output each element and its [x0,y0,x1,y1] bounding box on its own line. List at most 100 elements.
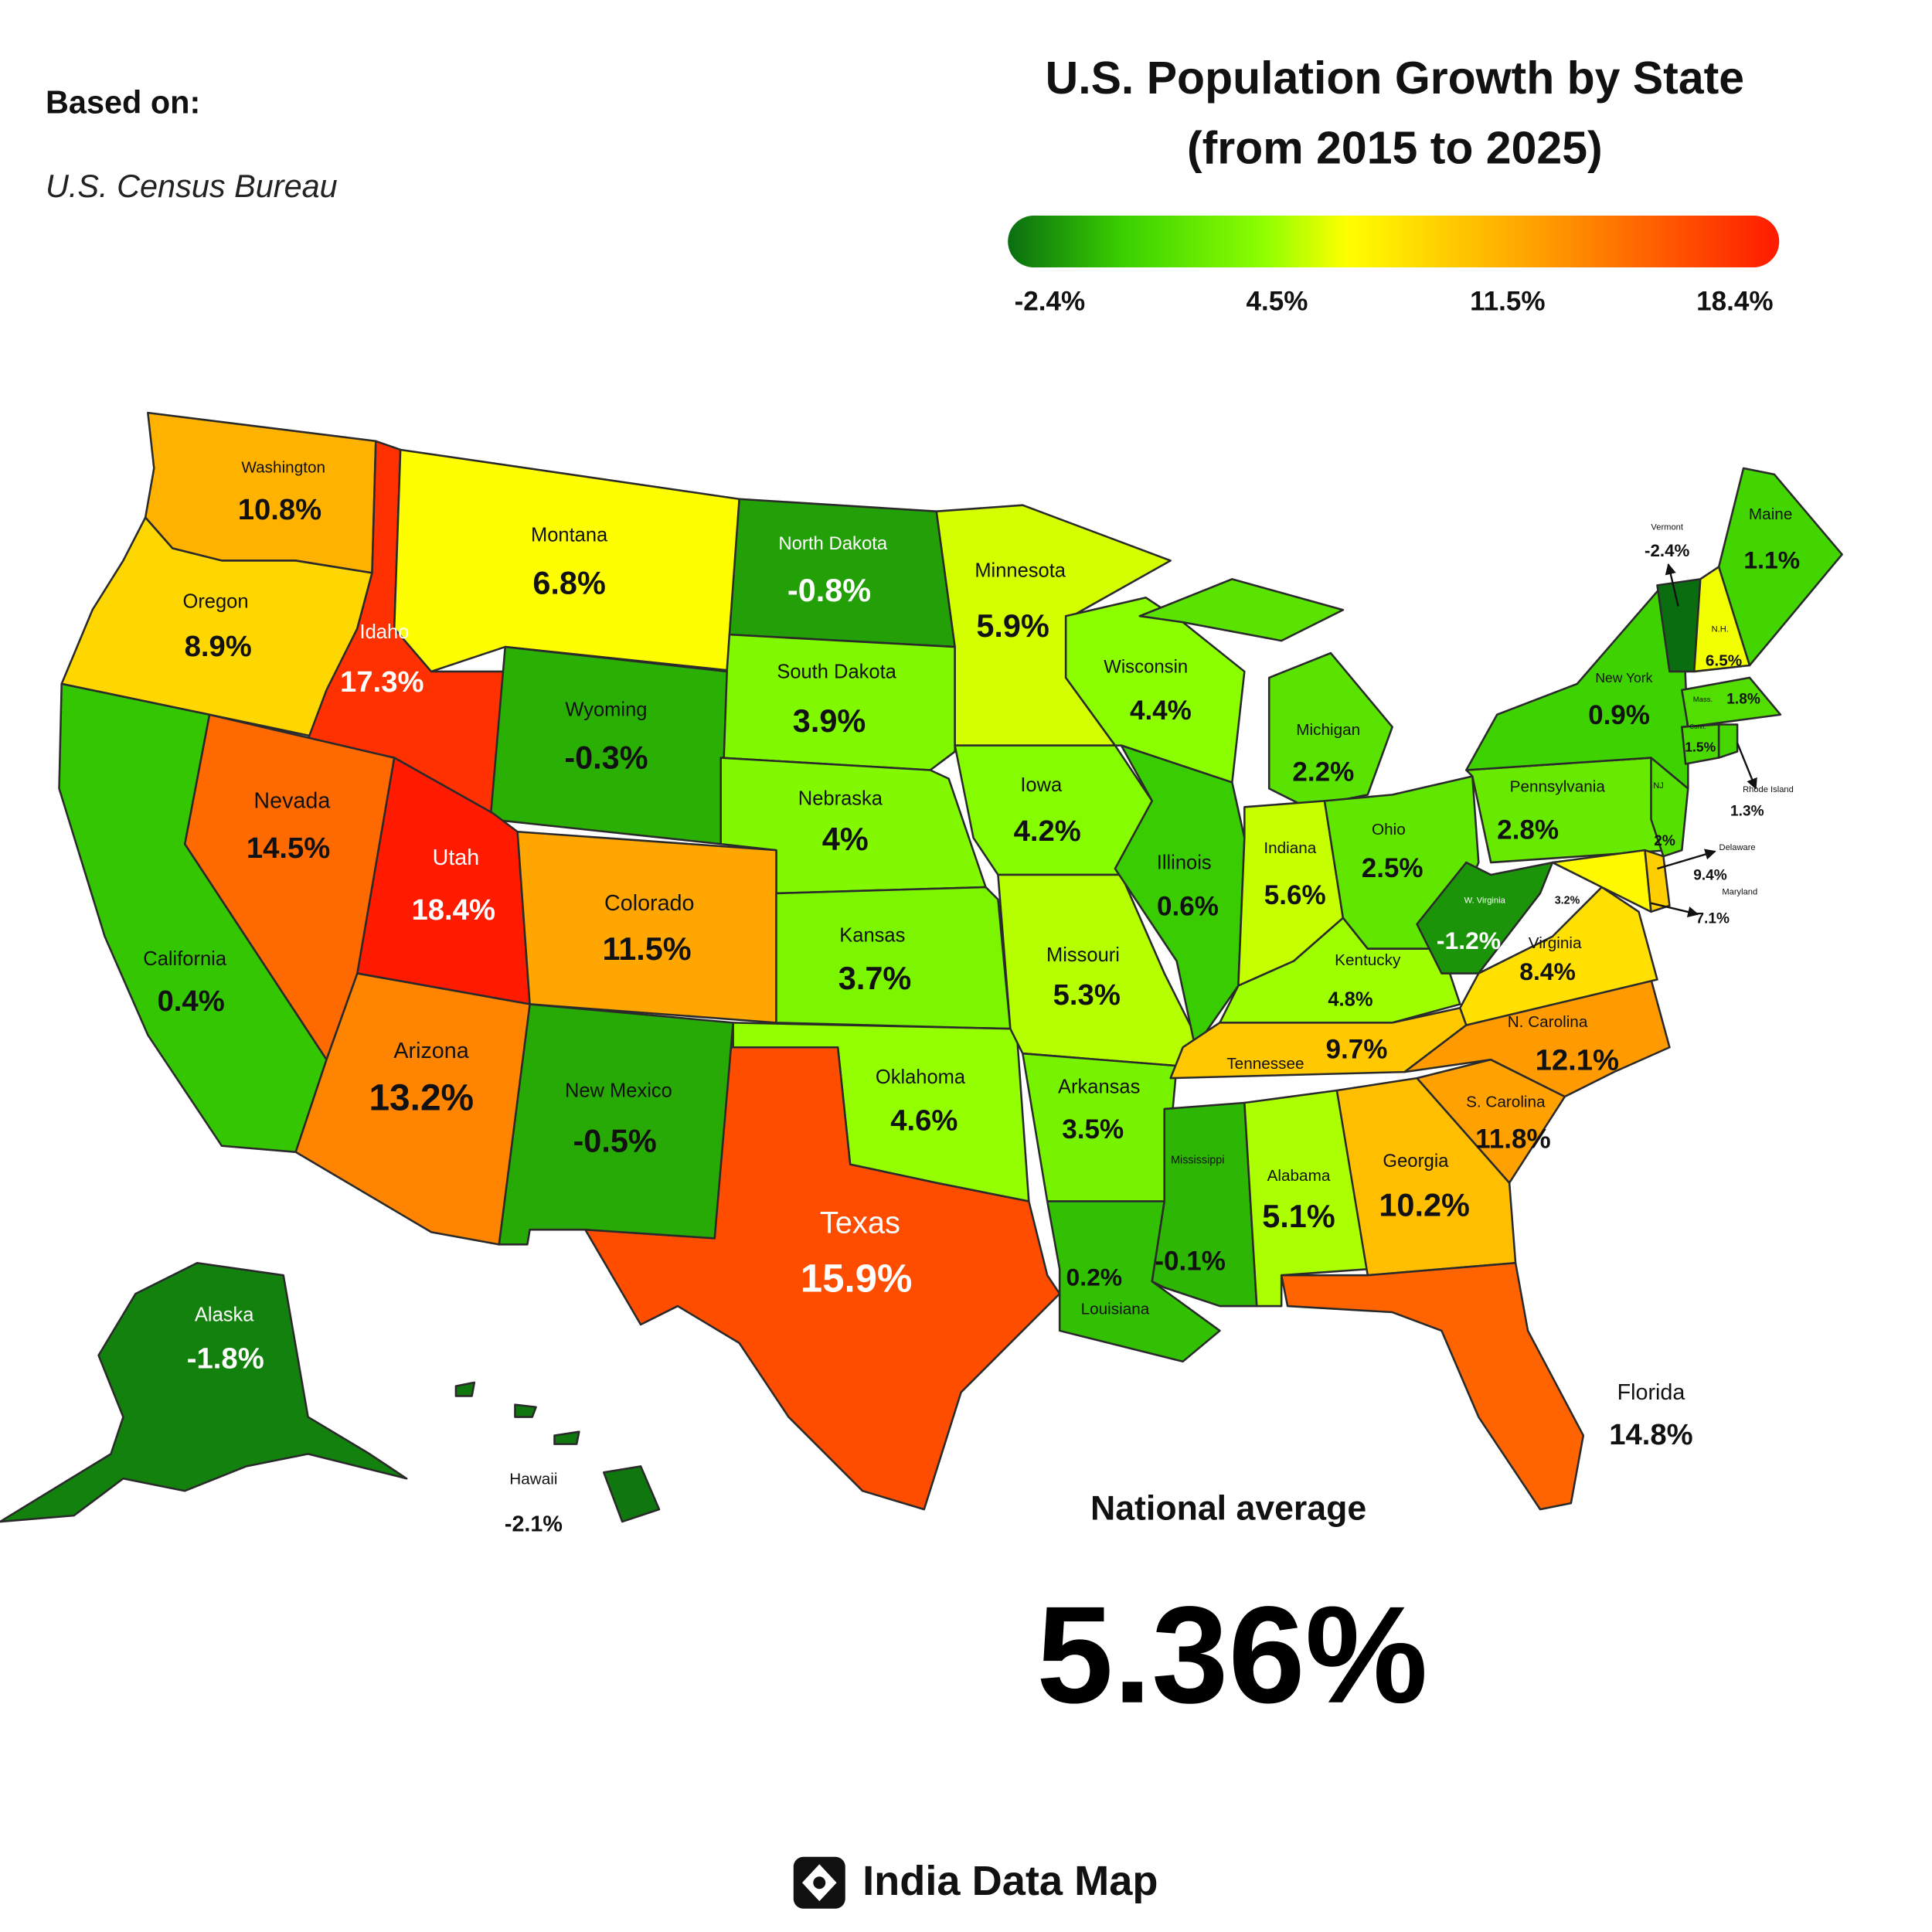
state-name: Idaho [360,621,410,643]
state-name: Iowa [1020,774,1063,796]
state-name: Florida [1617,1380,1685,1405]
state-value: 0.6% [1157,891,1219,921]
state-name: Virginia [1529,934,1582,952]
state-shape [1335,1077,1517,1277]
state-value: 9.4% [1693,868,1727,884]
state-name: Montana [531,524,608,546]
state-name: Nevada [253,789,330,814]
state-name: N.H. [1712,625,1729,634]
state-value: -0.3% [564,740,648,776]
state-name: Rhode Island [1743,785,1794,794]
logo-dot [813,1876,826,1889]
state-name: Michigan [1296,721,1360,739]
state-shape [1138,578,1393,808]
state-name: Oregon [182,590,248,612]
state-value: 5.6% [1264,880,1326,910]
state-value: -0.8% [787,572,871,608]
state-value: 6.8% [532,564,605,600]
state-value: 6.5% [1706,652,1742,670]
state-value: 1.1% [1743,546,1800,573]
state-value: 11.8% [1475,1124,1550,1155]
state-value: 1.5% [1685,739,1716,754]
state-value: 4.2% [1014,815,1081,848]
state-value: 2% [1654,833,1675,849]
state-shape [1717,723,1739,759]
state-value: 3.5% [1062,1114,1124,1145]
state-name: Nebraska [798,787,883,809]
state-shape [775,886,1012,1030]
state-name: Georgia [1383,1151,1449,1172]
state-shape [58,682,328,1154]
arrow [1736,742,1757,790]
state-value: 4.8% [1328,988,1372,1010]
state-shape [498,1003,734,1246]
state-name: Colorado [604,891,694,916]
state-value: 15.9% [801,1257,913,1301]
state-value: 18.4% [412,893,495,927]
state-name: Kansas [839,924,905,946]
legend-tick-label: 11.5% [1470,286,1545,316]
state-name: Utah [433,845,480,870]
legend-tick-label: 4.5% [1247,286,1308,316]
state-name: Illinois [1157,852,1212,873]
state-name: California [143,948,227,970]
state-value: 3.7% [838,960,911,996]
state-labels: Washington 10.8% Oregon 8.9% Idaho 17.3% Monta… [143,458,1800,1536]
state-name: New Mexico [565,1080,672,1101]
state-name: Pennsylvania [1510,777,1606,795]
state-value: 9.7% [1325,1034,1387,1064]
brand: India Data Map [862,1858,1158,1904]
state-name: Missouri [1046,944,1120,966]
state-value: 1.3% [1730,804,1764,820]
state-value: 4% [822,821,869,857]
state-shape [454,1381,661,1523]
legend-tick-label: 18.4% [1696,286,1773,316]
state-value: -0.1% [1155,1247,1226,1277]
state-value: 8.4% [1519,957,1576,985]
callout-arrows [1651,563,1757,918]
state-name: Hawaii [509,1470,557,1488]
state-name: N. Carolina [1508,1013,1588,1031]
state-shape [516,830,777,1024]
state-shape [0,1261,408,1523]
state-shape [1280,1261,1585,1511]
state-value: 5.9% [976,607,1049,644]
state-shape [584,1046,1061,1511]
state-name: Vermont [1651,522,1683,532]
state-shape [1459,886,1658,1026]
state-value: 3.9% [793,702,866,739]
state-value: -2.1% [505,1512,563,1536]
state-name: Mass. [1693,696,1713,704]
state-name: Conn. [1689,723,1706,730]
state-name: Oklahoma [876,1066,966,1088]
title-line: (from 2015 to 2025) [1187,123,1603,174]
source-heading: Based on: [46,83,200,120]
state-value: 2.2% [1292,757,1354,787]
state-value: 2.5% [1362,853,1423,883]
state-value: -0.5% [573,1123,656,1159]
state-value: 1.8% [1726,692,1760,708]
state-name: Alaska [195,1304,254,1326]
state-value: 0.2% [1066,1263,1122,1291]
state-value: 14.8% [1609,1418,1692,1451]
state-name: Wisconsin [1104,656,1188,677]
state-name: Louisiana [1081,1300,1150,1318]
state-value: 4.6% [890,1104,957,1138]
state-name: Indiana [1264,839,1316,857]
state-value: 17.3% [340,665,423,699]
state-value: 12.1% [1536,1043,1619,1077]
state-value: 10.2% [1379,1186,1470,1223]
state-value: 8.9% [185,630,252,663]
state-value: 0.9% [1588,700,1650,730]
state-name: Kentucky [1335,951,1401,969]
state-name: Alabama [1267,1167,1331,1185]
state-value: -1.2% [1437,927,1501,954]
legend-tick-label: -2.4% [1015,286,1086,316]
state-name: S. Carolina [1466,1093,1546,1111]
state-value: -1.8% [187,1342,264,1375]
brand-logo [793,1856,845,1909]
arrow [1665,563,1679,607]
state-name: Maine [1749,505,1792,523]
state-name: W. Virginia [1464,896,1506,905]
